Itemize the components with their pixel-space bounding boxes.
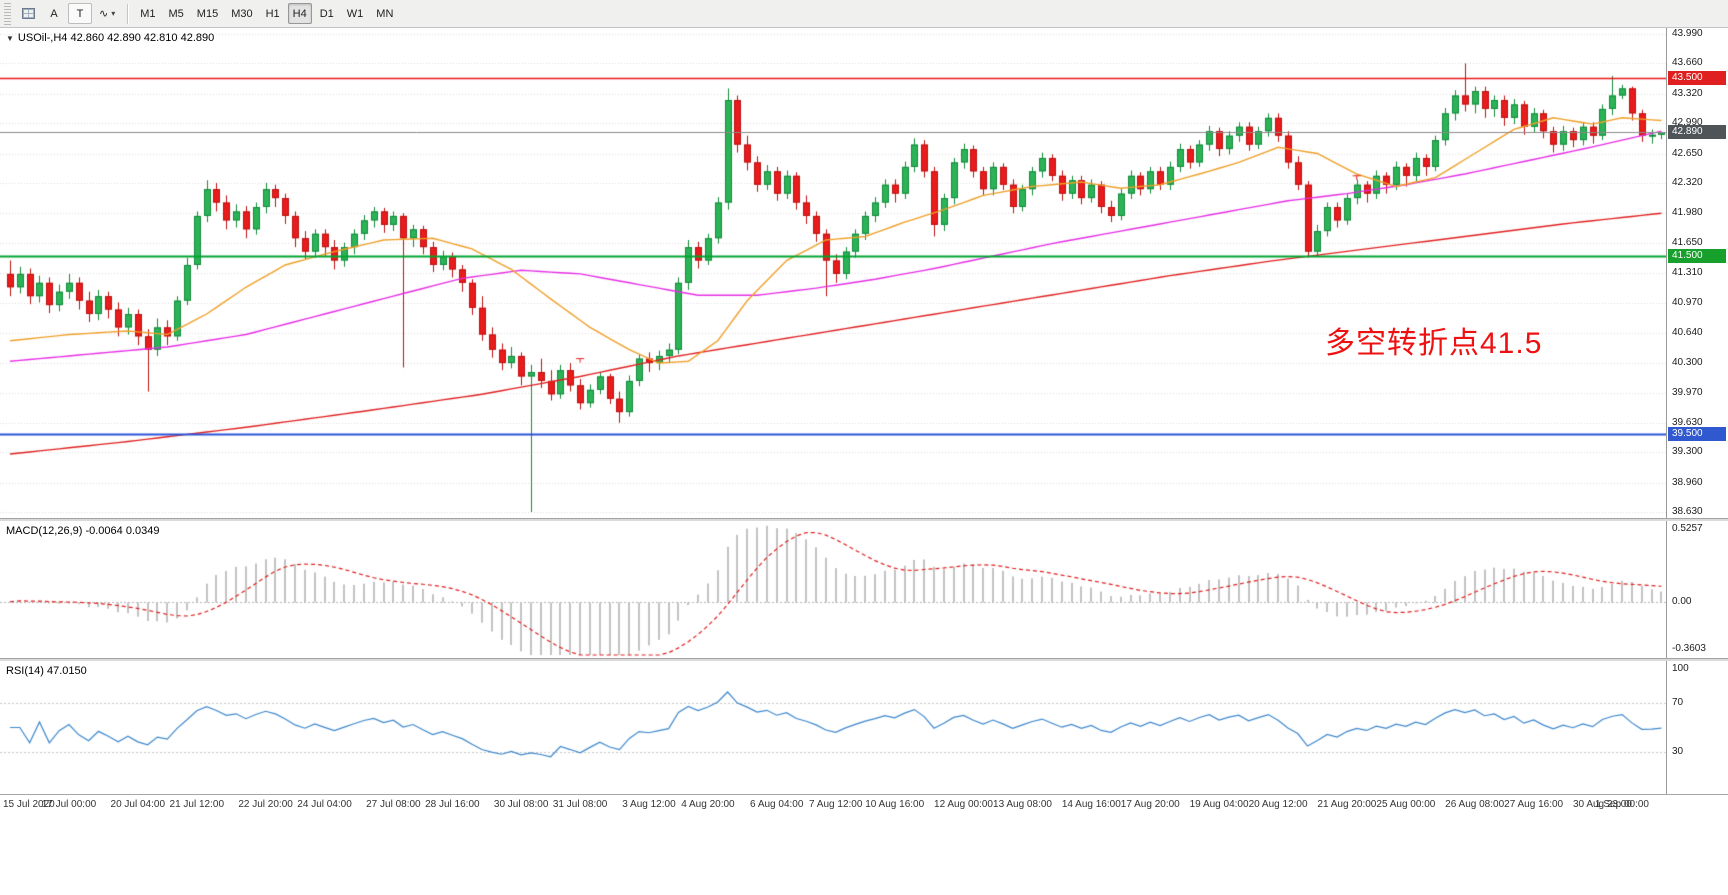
price-tick-label: 41.980 [1672,207,1703,219]
rsi-axis-label: 30 [1672,746,1684,758]
rsi-canvas[interactable] [0,661,1666,794]
price-badge-41.500: 41.500 [1668,249,1726,264]
annotate-a-button[interactable]: A [50,7,58,20]
timeframe-button-M30[interactable]: M30 [231,7,253,20]
time-axis: 15 Jul 2020 17 Jul 00:00 20 Jul 04:00 21 Ju… [0,794,1728,819]
price-tick-label: 42.990 [1672,117,1703,129]
macd-label: MACD(12,26,9) -0.0064 0.0349 [6,525,160,537]
time-axis-label: 20 Aug 12:00 [1248,799,1308,810]
time-axis-label: 14 Aug 16:00 [1061,799,1121,810]
chevron-down-icon: ▾ [111,9,116,18]
timeframe-button-MN[interactable]: MN [376,7,394,20]
price-badge-39.500: 39.500 [1668,427,1726,442]
time-axis-label: 12 Aug 00:00 [934,799,993,810]
timeframe-button-W1[interactable]: W1 [346,7,364,20]
timeframe-toolbar: M1 M5 M15 M30 H1 H4 D1 W1 MN [135,3,398,24]
toolbar-separator [127,3,129,24]
time-axis-label: 13 Aug 08:00 [993,799,1052,810]
line-style-dropdown[interactable]: ∿ ▾ [94,3,120,24]
time-axis-label: 20 Jul 04:00 [110,799,166,810]
price-tick-label: 38.630 [1672,506,1703,517]
price-tick-label: 41.650 [1672,236,1703,248]
time-axis-label: 21 Jul 12:00 [169,799,225,810]
price-tick-label: 43.320 [1672,87,1703,99]
price-axis: 43.990 43.660 43.320 42.990 42.650 42.320 41.9… [1666,28,1728,518]
time-axis-label: 15 Jul 2020 [3,799,55,810]
time-axis-label: 21 Aug 20:00 [1317,799,1377,810]
price-tick-label: 40.640 [1672,326,1703,338]
price-badge-43.500: 43.500 [1668,70,1726,85]
macd-axis-max: 0.5257 [1672,523,1703,534]
timeframe-button-H1[interactable]: H1 [265,7,280,20]
time-axis-label: 7 Aug 12:00 [809,799,863,810]
time-axis-label: 17 Aug 20:00 [1120,799,1180,810]
macd-canvas[interactable] [0,521,1666,658]
time-axis-label: 27 Jul 08:00 [366,799,421,810]
timeframe-button-H4[interactable]: H4 [287,3,312,24]
text-t-button[interactable]: T [68,3,92,24]
charts-grid-button[interactable] [16,3,40,24]
price-chart-canvas[interactable] [0,28,1666,518]
time-axis-label: 1 Sep 00:00 [1595,799,1649,810]
rsi-axis-label: 100 [1672,663,1689,674]
rsi-axis: 100 70 30 [1666,661,1728,794]
chart-title-text: USOil-,H4 42.860 42.890 42.810 42.890 [17,32,215,44]
timeframe-button-M5[interactable]: M5 [168,7,184,20]
time-axis-label: 17 Jul 00:00 [41,799,97,810]
rsi-panel: RSI(14) 47.0150 [0,661,1666,794]
timeframe-button-M1[interactable]: M1 [140,7,156,20]
toolbar: A T ∿ ▾ M1 M5 M15 M30 H1 H4 D1 W1 MN [0,0,1728,28]
time-axis-label: 31 Jul 08:00 [552,799,608,810]
timeframe-button-D1[interactable]: D1 [319,7,334,20]
price-badge-42.890: 42.890 [1668,125,1726,140]
chart-title: ▼ USOil-,H4 42.860 42.890 42.810 42.890 [6,32,214,44]
collapse-triangle-icon: ▼ [6,33,14,43]
price-tick-label: 38.960 [1672,476,1703,488]
macd-axis-zero: 0.00 [1672,595,1692,607]
time-axis-label: 28 Jul 16:00 [425,799,480,810]
time-axis-label: 24 Jul 04:00 [297,799,352,810]
price-tick-label: 43.990 [1672,28,1703,39]
timeframe-button-M15[interactable]: M15 [196,7,219,20]
price-tick-label: 40.970 [1672,297,1703,309]
price-tick-label: 39.300 [1672,446,1703,458]
price-tick-label: 42.320 [1672,176,1703,188]
time-axis-label: 10 Aug 16:00 [865,799,925,810]
time-axis-label: 30 Aug 23:00 [1572,799,1632,810]
time-axis-label: 3 Aug 12:00 [622,799,676,810]
price-tick-label: 42.650 [1672,147,1703,159]
grid-icon [21,8,35,19]
chart-annotation-text[interactable]: 多空转折点41.5 [1325,327,1543,360]
time-axis-label: 25 Aug 00:00 [1376,799,1436,810]
time-axis-label: 22 Jul 20:00 [238,799,293,810]
time-axis-label: 30 Jul 08:00 [493,799,549,810]
time-axis-label: 27 Aug 16:00 [1504,799,1564,810]
toolbar-grip[interactable] [4,2,11,25]
time-axis-label: 6 Aug 04:00 [750,799,804,810]
rsi-axis-label: 70 [1672,696,1684,708]
price-tick-label: 41.310 [1672,267,1703,278]
macd-axis-min: -0.3603 [1672,643,1706,654]
time-axis-label: 4 Aug 20:00 [681,799,735,810]
price-tick-label: 39.630 [1672,416,1703,428]
rsi-label: RSI(14) 47.0150 [6,665,87,677]
time-axis-label: 26 Aug 08:00 [1445,799,1505,810]
price-panel: ▼ USOil-,H4 42.860 42.890 42.810 42.890 [0,28,1666,518]
curve-icon: ∿ [99,8,109,20]
macd-panel: MACD(12,26,9) -0.0064 0.0349 [0,521,1666,658]
macd-axis: 0.5257 0.00 -0.3603 [1666,521,1728,658]
time-axis-label: 19 Aug 04:00 [1189,799,1249,810]
price-tick-label: 40.300 [1672,357,1703,369]
price-tick-label: 39.970 [1672,386,1703,398]
price-tick-label: 43.660 [1672,57,1703,69]
